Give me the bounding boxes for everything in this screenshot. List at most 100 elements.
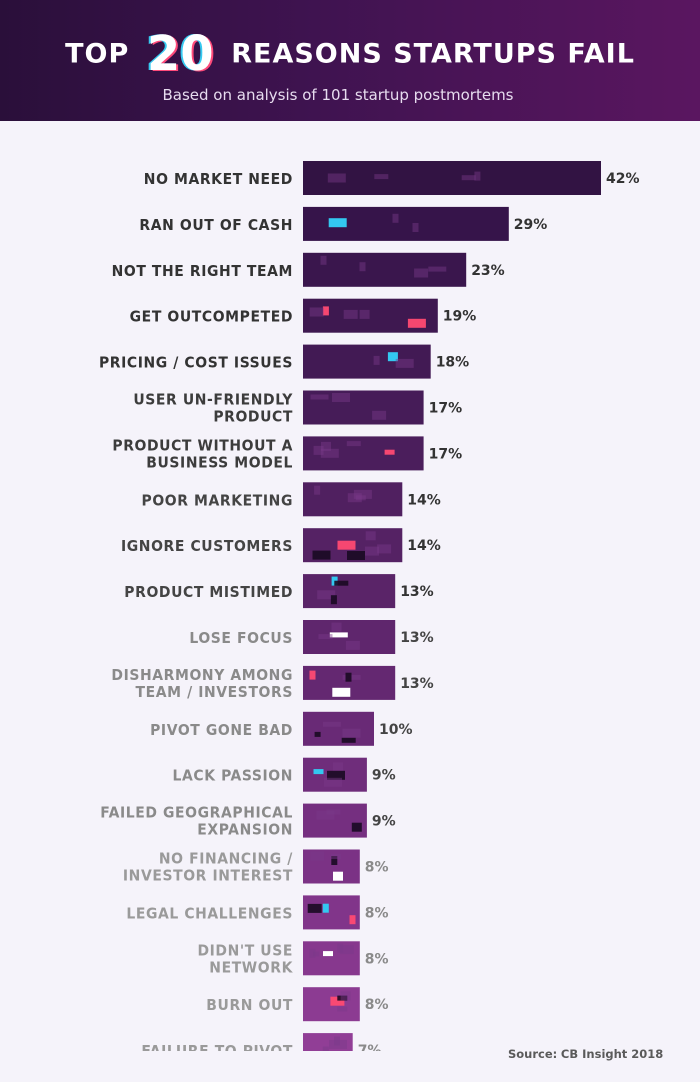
glitch-pixel xyxy=(351,822,362,832)
glitch-pixel xyxy=(343,309,358,319)
bar xyxy=(303,1033,353,1051)
category-label: USER UN-FRIENDLY PRODUCT xyxy=(133,391,293,426)
bar-row: LOSE FOCUS 13% xyxy=(189,620,434,654)
glitch-pixel xyxy=(373,355,380,365)
glitch-pixel xyxy=(365,531,376,541)
glitch-pixel xyxy=(313,445,324,455)
bar xyxy=(303,849,360,884)
bar-row: PIVOT GONE BAD 10% xyxy=(150,711,413,746)
glitch-pixel xyxy=(333,762,343,772)
bar-row: NO MARKET NEED 42% xyxy=(144,161,640,195)
glitch-pixel xyxy=(341,737,356,743)
bar-row: FAILED GEOGRAPHICAL EXPANSION 9% xyxy=(100,803,396,839)
bar xyxy=(303,803,367,838)
glitch-pixel xyxy=(312,550,331,560)
bar xyxy=(303,711,374,746)
title-top: TOP xyxy=(65,38,130,70)
bar xyxy=(303,252,467,287)
glitch-pixel xyxy=(322,903,329,913)
glitch-pixel xyxy=(392,213,399,223)
bar xyxy=(303,941,360,976)
value-label: 14% xyxy=(407,492,441,508)
glitch-pixel xyxy=(313,951,320,957)
category-label: IGNORE CUSTOMERS xyxy=(121,537,293,555)
source-name: CB Insight 2018 xyxy=(560,1047,664,1061)
category-label: NO FINANCING / INVESTOR INTEREST xyxy=(123,850,293,885)
bar-row: PRODUCT MISTIMED 13% xyxy=(124,574,434,609)
glitch-pixel xyxy=(365,546,379,556)
value-label: 8% xyxy=(365,860,389,876)
glitch-pixel xyxy=(309,307,324,317)
glitch-pixel xyxy=(316,810,335,820)
bar xyxy=(303,574,396,609)
value-label: 29% xyxy=(514,217,548,233)
value-label: 17% xyxy=(429,401,463,417)
glitch-pixel xyxy=(309,948,316,958)
glitch-pixel xyxy=(334,580,349,586)
bar-row: PRICING / COST ISSUES 18% xyxy=(99,344,469,379)
bar-row: GET OUTCOMPETED 19% xyxy=(130,298,477,333)
bar xyxy=(303,390,424,425)
bar-row: POOR MARKETING 14% xyxy=(142,482,441,517)
bar-row: PRODUCT WITHOUT A BUSINESS MODEL 17% xyxy=(112,436,462,471)
title-rest: REASONS STARTUPS FAIL xyxy=(231,38,635,70)
glitch-pixel xyxy=(384,449,395,455)
category-label: LACK PASSION xyxy=(173,767,293,785)
bar-row: BURN OUT 8% xyxy=(206,987,389,1022)
bar-row: DIDN'T USE NETWORK 8% xyxy=(197,941,389,976)
glitch-pixel xyxy=(326,809,341,815)
category-label: FAILURE TO PIVOT xyxy=(141,1042,293,1051)
category-label: DIDN'T USE NETWORK xyxy=(197,941,293,976)
glitch-pixel xyxy=(414,268,429,278)
glitch-pixel xyxy=(377,544,392,554)
glitch-pixel xyxy=(327,770,345,780)
glitch-pixel xyxy=(412,223,419,232)
glitch-pixel xyxy=(346,441,361,447)
glitch-pixel xyxy=(339,945,354,955)
value-label: 13% xyxy=(400,584,434,600)
category-label: LOSE FOCUS xyxy=(189,629,293,647)
glitch-pixel xyxy=(332,393,350,402)
glitch-pixel xyxy=(320,255,327,265)
glitch-pixel xyxy=(337,540,356,550)
glitch-pixel xyxy=(322,306,329,316)
glitch-pixel xyxy=(329,632,348,638)
value-label: 14% xyxy=(407,538,441,554)
glitch-pixel xyxy=(330,595,337,605)
glitch-pixel xyxy=(322,1046,329,1051)
bar-row: NO FINANCING / INVESTOR INTEREST 8% xyxy=(123,849,389,885)
glitch-pixel xyxy=(374,174,389,180)
value-label: 42% xyxy=(606,171,640,187)
bar xyxy=(303,482,403,517)
value-label: 10% xyxy=(379,722,413,738)
glitch-pixel xyxy=(323,951,333,957)
bar-row: IGNORE CUSTOMERS 14% xyxy=(121,528,441,563)
glitch-pixel xyxy=(395,358,414,368)
bar xyxy=(303,436,424,471)
glitch-pixel xyxy=(324,777,342,787)
glitch-pixel xyxy=(322,721,341,727)
bar-row: LEGAL CHALLENGES 8% xyxy=(126,895,389,930)
value-label: 8% xyxy=(365,997,389,1013)
glitch-pixel xyxy=(428,266,447,272)
source-prefix: Source: xyxy=(508,1047,558,1061)
value-label: 17% xyxy=(429,446,463,462)
glitch-pixel xyxy=(333,871,343,881)
bar-row: DISHARMONY AMONG TEAM / INVESTORS 13% xyxy=(111,665,434,701)
glitch-pixel xyxy=(314,731,321,737)
glitch-pixel xyxy=(328,218,347,228)
glitch-pixel xyxy=(345,672,352,682)
bar-row: NOT THE RIGHT TEAM 23% xyxy=(112,252,505,287)
value-label: 23% xyxy=(471,263,505,279)
glitch-pixel xyxy=(321,441,331,451)
glitch-pixel xyxy=(349,915,356,925)
value-label: 8% xyxy=(365,905,389,921)
glitch-pixel xyxy=(359,309,370,319)
glitch-pixel xyxy=(342,728,361,738)
glitch-pixel xyxy=(353,489,372,499)
bar xyxy=(303,344,431,379)
category-label: BURN OUT xyxy=(206,996,293,1014)
category-label: GET OUTCOMPETED xyxy=(130,308,293,326)
value-label: 19% xyxy=(443,309,477,325)
bar xyxy=(303,620,396,654)
